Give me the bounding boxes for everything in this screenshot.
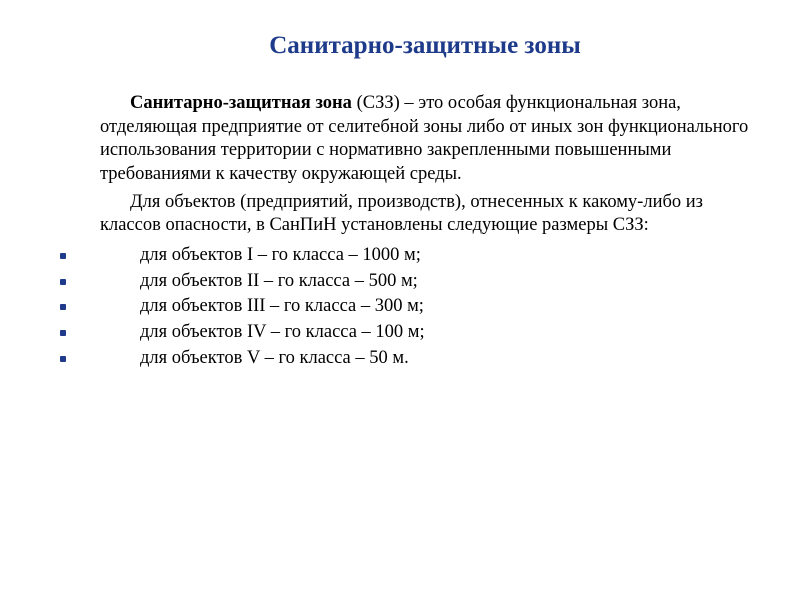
list-item: для объектов IV – го класса – 100 м; (40, 321, 750, 345)
paragraph-definition: Санитарно-защитная зона (СЗЗ) – это особ… (100, 92, 750, 187)
intro-text: Для объектов (предприятий, производств),… (100, 192, 703, 236)
list-item-text: для объектов V – го класса – 50 м. (140, 348, 409, 368)
slide-title: Санитарно-защитные зоны (100, 32, 750, 60)
list-item-text: для объектов I – го класса – 1000 м; (140, 245, 421, 265)
list-item-text: для объектов II – го класса – 500 м; (140, 271, 418, 291)
list-item-text: для объектов IV – го класса – 100 м; (140, 322, 425, 342)
paragraph-intro: Для объектов (предприятий, производств),… (100, 191, 750, 238)
slide-content: Санитарно-защитная зона (СЗЗ) – это особ… (40, 92, 750, 370)
list-item: для объектов I – го класса – 1000 м; (40, 244, 750, 268)
list-item: для объектов V – го класса – 50 м. (40, 347, 750, 371)
list-item: для объектов III – го класса – 300 м; (40, 295, 750, 319)
term-bold: Санитарно-защитная зона (130, 93, 352, 113)
list-item: для объектов II – го класса – 500 м; (40, 270, 750, 294)
slide-container: Санитарно-защитные зоны Санитарно-защитн… (0, 0, 800, 600)
szz-size-list: для объектов I – го класса – 1000 м; для… (40, 244, 750, 370)
list-item-text: для объектов III – го класса – 300 м; (140, 296, 424, 316)
